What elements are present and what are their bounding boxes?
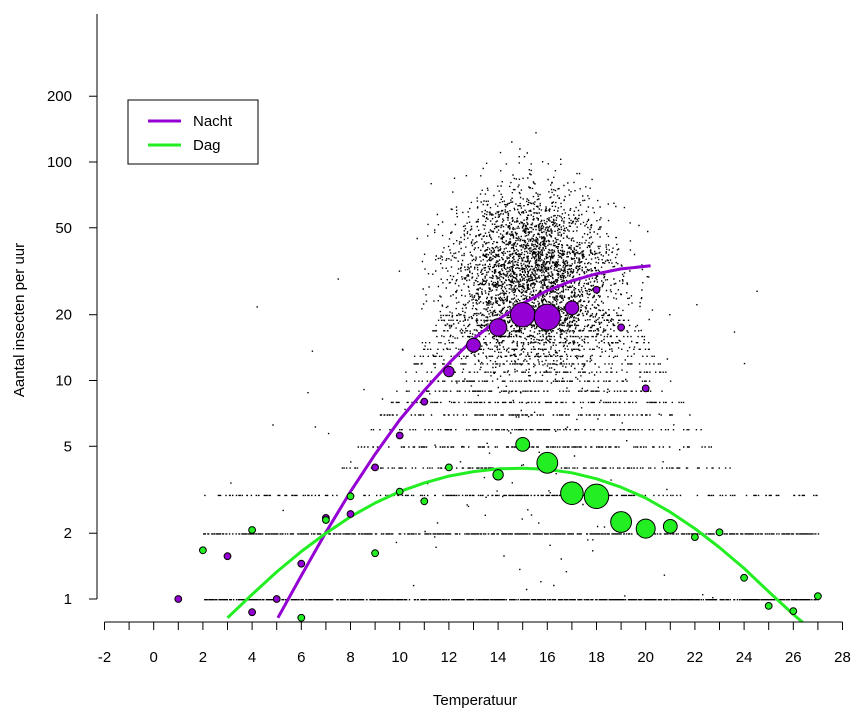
x-tick-label: 24 [736, 649, 753, 666]
y-tick-label: 1 [64, 591, 72, 608]
x-tick-label: 26 [785, 649, 802, 666]
x-tick-label: -2 [98, 649, 111, 666]
point-dag [814, 592, 822, 601]
x-tick-label: 22 [687, 649, 704, 666]
x-tick-label: 0 [150, 649, 158, 666]
fit-line-nacht [276, 264, 651, 619]
point-nacht [297, 559, 306, 568]
x-tick-label: 2 [199, 649, 207, 666]
point-dag [764, 602, 773, 610]
point-dag [740, 573, 748, 582]
y-tick-label: 100 [47, 154, 72, 171]
series-points [174, 285, 822, 622]
point-dag [492, 469, 504, 481]
x-tick-label: 28 [834, 649, 851, 666]
point-dag [715, 528, 724, 537]
point-nacht [443, 365, 455, 378]
point-nacht [395, 431, 404, 440]
point-dag [536, 451, 559, 474]
point-nacht [641, 384, 650, 393]
point-dag [662, 519, 678, 534]
y-tick-label: 2 [64, 525, 72, 542]
point-nacht [466, 337, 481, 353]
x-tick-label: 8 [346, 649, 354, 666]
point-nacht [510, 302, 536, 328]
y-tick-label: 50 [55, 220, 72, 237]
point-nacht [248, 608, 257, 617]
x-tick-label: 4 [248, 649, 256, 666]
y-tick-label: 10 [55, 373, 72, 390]
y-tick-label: 5 [64, 438, 72, 455]
point-dag [515, 437, 531, 452]
point-nacht [223, 552, 232, 561]
point-dag [346, 492, 355, 501]
background-points [203, 132, 820, 601]
x-tick-label: 16 [539, 649, 556, 666]
point-dag [248, 526, 257, 534]
fit-curves [226, 264, 805, 622]
x-axis-label: Temperatuur [433, 692, 517, 709]
point-nacht [564, 300, 580, 316]
y-tick-label: 20 [55, 307, 72, 324]
point-dag [691, 533, 699, 541]
axes: -2 0 2 4 6 8 10 12 14 16 18 20 22 24 26 281251020501002… [47, 14, 851, 666]
point-nacht [174, 595, 183, 603]
point-dag [371, 549, 380, 558]
x-tick-label: 12 [441, 649, 458, 666]
y-axis-label: Aantal insecten per uur [11, 243, 28, 397]
legend-label-dag: Dag [193, 137, 221, 154]
point-dag [635, 518, 656, 539]
x-tick-label: 10 [391, 649, 408, 666]
point-nacht [420, 397, 429, 406]
point-nacht [488, 318, 508, 337]
point-nacht [272, 595, 281, 603]
point-nacht [592, 285, 601, 294]
point-dag [322, 516, 330, 524]
x-tick-label: 6 [297, 649, 305, 666]
point-dag [610, 511, 632, 533]
point-dag [789, 607, 798, 615]
x-tick-label: 20 [637, 649, 654, 666]
point-dag [297, 613, 306, 622]
point-dag [420, 497, 429, 506]
point-nacht [617, 323, 625, 332]
y-tick-label: 200 [47, 88, 72, 105]
point-nacht [371, 463, 380, 472]
legend: Nacht Dag [127, 99, 259, 165]
x-tick-label: 18 [588, 649, 605, 666]
legend-box [127, 99, 259, 165]
fit-line-dag [226, 466, 805, 622]
point-dag [560, 481, 584, 506]
point-dag [395, 487, 404, 496]
point-dag [583, 483, 610, 509]
point-nacht [533, 303, 561, 331]
legend-label-nacht: Nacht [193, 113, 233, 130]
point-dag [199, 546, 207, 555]
background-scatter [203, 132, 820, 601]
point-dag [445, 463, 453, 472]
point-nacht [346, 510, 355, 518]
x-tick-label: 14 [490, 649, 507, 666]
